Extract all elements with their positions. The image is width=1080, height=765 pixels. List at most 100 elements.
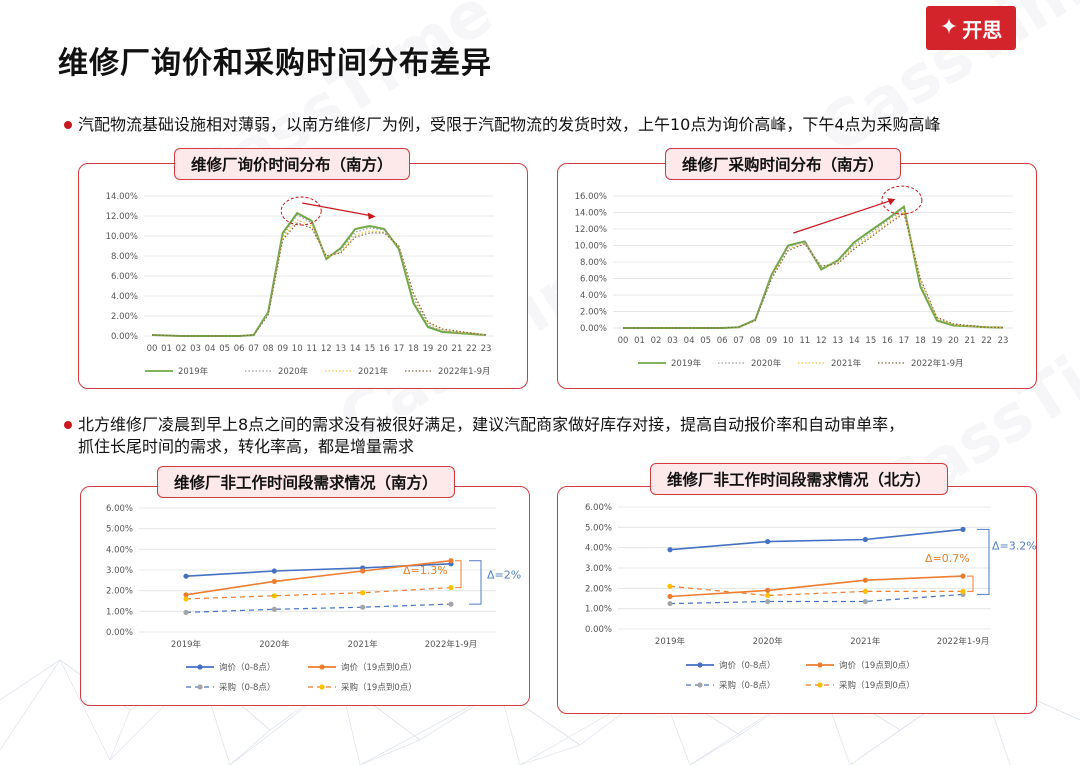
delta-label-orange: Δ=1.3% <box>403 564 448 577</box>
data-point <box>448 584 454 591</box>
brand-logo: ✦ 开思 <box>926 6 1016 50</box>
x-tick-label: 2022年1-9月 <box>937 636 990 647</box>
y-tick-label: 2.00% <box>585 584 612 594</box>
trend-arrow-head <box>367 212 376 220</box>
x-tick-label: 04 <box>205 344 216 354</box>
x-tick-label: 16 <box>379 344 390 354</box>
inquiry-chart-panel: 0.00% 2.00% 4.00% 6.00% 8.00% 10.00% 12.00% 14.… <box>78 163 528 389</box>
bullet-dot-icon <box>64 421 72 429</box>
y-tick-label: 0.00% <box>106 628 133 638</box>
x-tick-label: 20 <box>437 344 448 354</box>
legend-label: 采购（0-8点） <box>719 680 775 691</box>
x-tick-label: 09 <box>766 336 777 346</box>
y-tick-label: 5.00% <box>585 523 612 533</box>
y-tick-label: 2.00% <box>111 312 138 322</box>
data-point <box>960 573 966 579</box>
series-line <box>151 211 487 337</box>
x-tick-label: 2019年 <box>655 636 686 647</box>
data-point <box>960 526 966 532</box>
x-tick-label: 20 <box>948 336 959 346</box>
data-point <box>667 600 673 607</box>
x-tick-label: 02 <box>176 344 187 354</box>
data-point <box>183 596 189 602</box>
legend-label: 2021年 <box>831 358 862 369</box>
x-tick-label: 15 <box>865 336 876 346</box>
legend-label: 2020年 <box>278 366 309 377</box>
data-point <box>862 536 868 543</box>
y-tick-label: 4.00% <box>580 291 607 301</box>
data-point <box>862 598 868 605</box>
y-tick-label: 14.00% <box>575 209 607 219</box>
y-tick-label: 4.00% <box>585 544 612 554</box>
north-chart-panel: 0.00% 1.00% 2.00% 3.00% 4.00% 5.00% 6.00% 2019年… <box>557 486 1037 714</box>
data-point <box>271 606 277 612</box>
peak-highlight-circle <box>280 196 322 226</box>
y-tick-label: 4.00% <box>111 292 138 302</box>
x-tick-label: 02 <box>651 336 662 346</box>
x-tick-label: 05 <box>219 344 230 354</box>
y-tick-label: 1.00% <box>585 605 612 615</box>
data-point <box>360 604 366 610</box>
legend-marker <box>817 682 823 688</box>
legend-marker <box>697 682 703 688</box>
bullet-1-text: 汽配物流基础设施相对薄弱，以南方维修厂为例，受限于汽配物流的发货时效，上午10点… <box>78 115 941 134</box>
x-tick-label: 00 <box>618 336 629 346</box>
delta-bracket-orange <box>967 575 974 592</box>
y-tick-label: 6.00% <box>585 503 612 513</box>
data-point <box>183 573 189 579</box>
series-line <box>623 212 1004 329</box>
x-tick-label: 23 <box>998 336 1009 346</box>
legend-marker <box>197 664 203 670</box>
x-tick-label: 03 <box>667 336 678 346</box>
logo-text: 开思 <box>962 17 1003 42</box>
x-tick-label: 12 <box>321 344 332 354</box>
x-tick-label: 2020年 <box>259 639 290 650</box>
peak-highlight-circle <box>881 185 923 215</box>
x-tick-label: 06 <box>234 344 245 354</box>
legend-marker <box>197 684 203 690</box>
legend-label: 采购（19点到0点） <box>341 682 417 693</box>
legend-label: 询价（19点到0点） <box>341 662 417 673</box>
y-tick-label: 0.00% <box>111 332 138 342</box>
y-tick-label: 3.00% <box>106 566 133 576</box>
y-tick-label: 2.00% <box>106 587 133 597</box>
x-tick-label: 14 <box>849 336 860 346</box>
north-chart: 0.00% 1.00% 2.00% 3.00% 4.00% 5.00% 6.00% 2019年… <box>585 503 1037 691</box>
legend-label: 采购（19点到0点） <box>839 680 915 691</box>
series-line <box>669 585 963 597</box>
y-tick-label: 0.00% <box>585 625 612 635</box>
bullet-2-text-line1: 北方维修厂凌晨到早上8点之间的需求没有被很好满足，建议汽配商家做好库存对接，提高… <box>78 415 905 434</box>
data-point <box>862 588 868 594</box>
y-tick-label: 12.00% <box>575 225 607 235</box>
data-point <box>862 577 868 583</box>
legend-marker <box>319 684 325 690</box>
x-tick-label: 19 <box>422 344 433 354</box>
x-tick-label: 13 <box>832 336 843 346</box>
x-tick-label: 18 <box>915 336 926 346</box>
x-tick-label: 16 <box>882 336 893 346</box>
x-tick-label: 15 <box>364 344 375 354</box>
x-tick-label: 11 <box>306 344 317 354</box>
legend-label: 采购（0-8点） <box>219 682 275 693</box>
data-point <box>183 609 189 615</box>
x-tick-label: 18 <box>408 344 419 354</box>
data-point <box>448 558 454 564</box>
x-tick-label: 10 <box>292 344 303 354</box>
x-tick-label: 09 <box>277 344 288 354</box>
legend-marker <box>697 662 703 668</box>
delta-bracket-blue <box>977 528 990 595</box>
legend-marker <box>817 662 823 668</box>
y-tick-label: 4.00% <box>106 545 133 555</box>
data-point <box>765 592 771 599</box>
bullet-2: 北方维修厂凌晨到早上8点之间的需求没有被很好满足，建议汽配商家做好库存对接，提高… <box>64 414 904 458</box>
y-tick-label: 10.00% <box>575 242 607 252</box>
series-line <box>151 222 487 337</box>
x-tick-label: 04 <box>684 336 695 346</box>
legend-label: 2021年 <box>358 366 389 377</box>
x-tick-label: 22 <box>981 336 992 346</box>
data-point <box>360 590 366 596</box>
x-tick-label: 11 <box>799 336 810 346</box>
trend-arrow-head <box>887 198 896 206</box>
y-tick-label: 12.00% <box>106 212 138 222</box>
page-title: 维修厂询价和采购时间分布差异 <box>58 46 492 81</box>
